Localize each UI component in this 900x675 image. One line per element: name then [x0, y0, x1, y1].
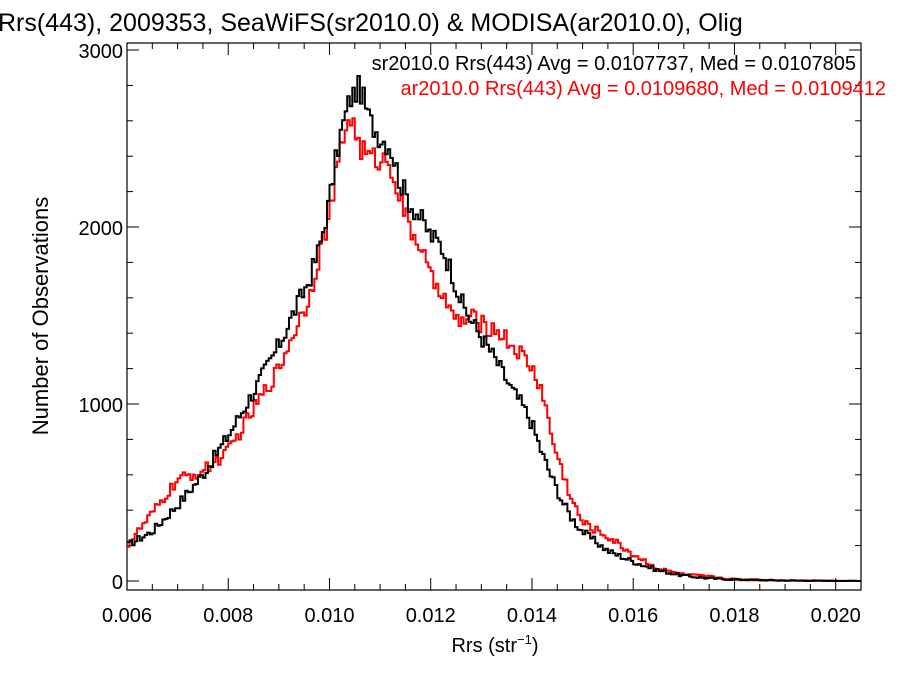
y-tick-label: 1000 — [79, 395, 124, 417]
legend-entry-sr2010: sr2010.0 Rrs(443) Avg = 0.0107737, Med =… — [372, 53, 856, 75]
series-layer — [127, 75, 861, 582]
x-axis-label-main: Rrs (str — [451, 635, 517, 657]
y-tick-label: 2000 — [79, 218, 124, 240]
y-axis: 0 1000 2000 3000 — [79, 41, 861, 594]
series-line-sr2010.0 — [127, 75, 861, 582]
legend-entry-ar2010: ar2010.0 Rrs(443) Avg = 0.0109680, Med =… — [400, 78, 886, 100]
plot-frame — [126, 42, 862, 591]
x-tick-label: 0.012 — [406, 605, 456, 627]
x-axis-label-exponent: −1 — [517, 632, 532, 647]
chart-title: Rrs(443), 2009353, SeaWiFS(sr2010.0) & M… — [0, 9, 743, 37]
x-tick-label: 0.010 — [304, 605, 354, 627]
x-axis-label: Rrs (str−1) — [451, 632, 538, 657]
y-tick-label: 3000 — [79, 41, 124, 63]
x-axis-label-close: ) — [532, 635, 539, 657]
y-axis-label: Number of Observations — [28, 197, 53, 435]
x-tick-label: 0.018 — [709, 605, 759, 627]
x-tick-label: 0.008 — [203, 605, 253, 627]
x-tick-label: 0.014 — [507, 605, 557, 627]
x-axis: 0.006 0.008 0.010 0.012 0.014 0.016 0.018 0.020 — [102, 43, 862, 627]
x-tick-label: 0.016 — [608, 605, 658, 627]
x-tick-label: 0.006 — [102, 605, 152, 627]
y-tick-label: 0 — [112, 572, 123, 594]
x-tick-label: 0.020 — [811, 605, 861, 627]
